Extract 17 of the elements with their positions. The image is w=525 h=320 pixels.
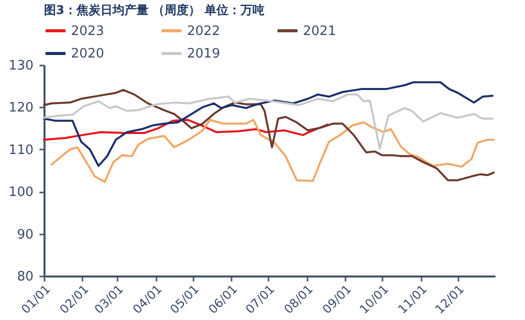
line-series xyxy=(50,118,495,183)
legend-label: 2023 xyxy=(71,24,104,39)
y-tick-label: 100 xyxy=(8,185,34,200)
line-series xyxy=(43,88,495,182)
legend-label: 2021 xyxy=(303,24,336,39)
y-tick-label: 110 xyxy=(8,142,34,158)
legend-label: 2022 xyxy=(187,24,220,39)
y-tick-label: 130 xyxy=(8,58,34,74)
legend-label: 2019 xyxy=(187,46,220,62)
y-tick-label: 90 xyxy=(16,227,34,242)
legend-label: 2020 xyxy=(71,46,104,62)
y-tick-label: 120 xyxy=(8,100,34,116)
chart-title: 图3：焦炭日均产量 （周度） 单位：万吨 xyxy=(44,3,265,17)
line-series xyxy=(43,94,494,150)
y-tick-label: 80 xyxy=(16,270,34,284)
line-series xyxy=(43,81,494,167)
line-series xyxy=(43,118,329,141)
